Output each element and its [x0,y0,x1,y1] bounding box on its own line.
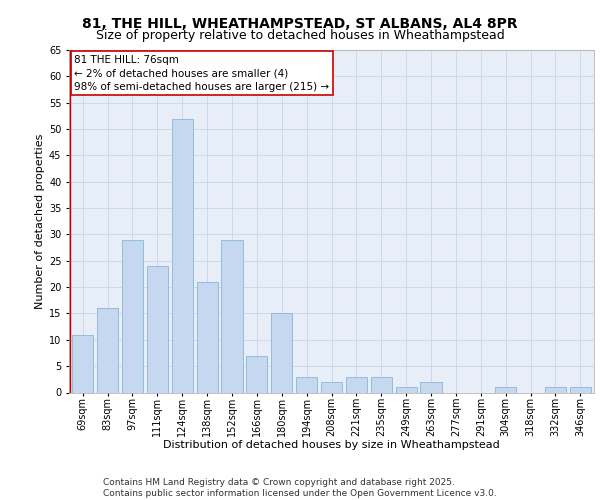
Bar [97,308,118,392]
Bar [495,387,516,392]
Bar [371,376,392,392]
Y-axis label: Number of detached properties: Number of detached properties [35,134,44,309]
Bar [296,376,317,392]
Text: 81 THE HILL: 76sqm
← 2% of detached houses are smaller (4)
98% of semi-detached : 81 THE HILL: 76sqm ← 2% of detached hous… [74,55,329,92]
Bar [570,387,591,392]
X-axis label: Distribution of detached houses by size in Wheathampstead: Distribution of detached houses by size … [163,440,500,450]
Bar [545,387,566,392]
Text: 81, THE HILL, WHEATHAMPSTEAD, ST ALBANS, AL4 8PR: 81, THE HILL, WHEATHAMPSTEAD, ST ALBANS,… [82,18,518,32]
Bar [197,282,218,393]
Bar [221,240,242,392]
Bar [271,314,292,392]
Text: Size of property relative to detached houses in Wheathampstead: Size of property relative to detached ho… [95,29,505,42]
Bar [122,240,143,392]
Bar [346,376,367,392]
Text: Contains HM Land Registry data © Crown copyright and database right 2025.
Contai: Contains HM Land Registry data © Crown c… [103,478,497,498]
Bar [421,382,442,392]
Bar [147,266,168,392]
Bar [395,387,417,392]
Bar [172,118,193,392]
Bar [321,382,342,392]
Bar [246,356,268,393]
Bar [72,334,93,392]
